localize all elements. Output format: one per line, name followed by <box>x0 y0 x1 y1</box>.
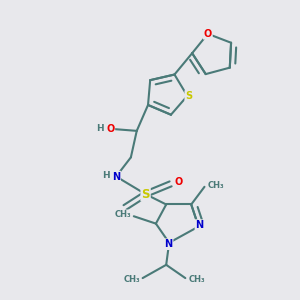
Text: N: N <box>112 172 120 182</box>
Text: CH₃: CH₃ <box>123 275 140 284</box>
Text: H: H <box>96 124 104 133</box>
Text: CH₃: CH₃ <box>188 275 205 284</box>
Text: O: O <box>106 124 114 134</box>
Text: O: O <box>175 177 183 188</box>
Text: CH₃: CH₃ <box>207 181 224 190</box>
Text: N: N <box>164 239 172 249</box>
Text: S: S <box>141 188 150 201</box>
Text: CH₃: CH₃ <box>114 210 131 219</box>
Text: S: S <box>185 91 192 101</box>
Text: O: O <box>204 29 212 39</box>
Text: H: H <box>102 170 110 179</box>
Text: O: O <box>119 211 128 221</box>
Text: N: N <box>195 220 203 230</box>
